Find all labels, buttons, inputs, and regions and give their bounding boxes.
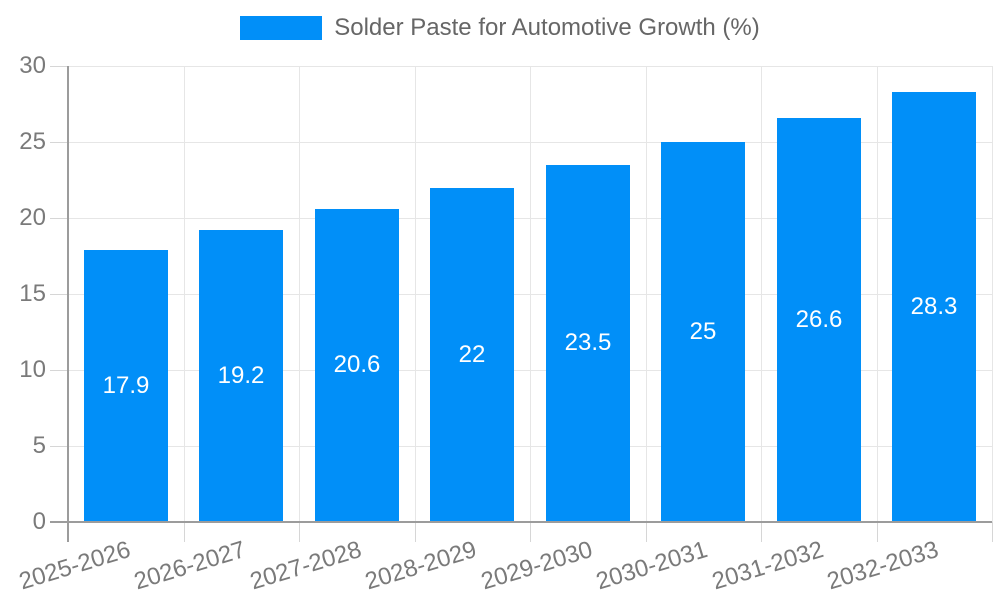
xtick-6 — [761, 522, 762, 542]
x-axis-label-2029-2030: 2029-2030 — [478, 536, 596, 596]
bar-2027-2028 — [315, 209, 399, 522]
gridline-x-7 — [877, 66, 878, 522]
gridline-x-2 — [299, 66, 300, 522]
xtick-8 — [992, 522, 993, 542]
bar-value-2030-2031: 25 — [689, 318, 717, 345]
x-axis-label-2027-2028: 2027-2028 — [247, 536, 365, 596]
gridline-x-1 — [184, 66, 185, 522]
ytick-5 — [50, 446, 68, 447]
bar-2031-2032 — [777, 118, 861, 522]
xtick-4 — [530, 522, 531, 542]
bar-2032-2033 — [892, 92, 976, 522]
y-axis-label-5: 5 — [32, 432, 46, 459]
gridline-x-3 — [415, 66, 416, 522]
bar-2028-2029 — [430, 188, 514, 522]
x-axis-line — [50, 521, 992, 523]
bar-value-2029-2030: 23.5 — [564, 329, 612, 356]
xtick-5 — [646, 522, 647, 542]
bar-value-2028-2029: 22 — [458, 341, 486, 368]
x-axis-label-2025-2026: 2025-2026 — [16, 536, 134, 596]
bar-2030-2031 — [661, 142, 745, 522]
ytick-30 — [50, 66, 68, 67]
y-axis-label-15: 15 — [19, 280, 46, 307]
gridline-x-5 — [646, 66, 647, 522]
bar-2025-2026 — [84, 250, 168, 522]
x-axis-label-2030-2031: 2030-2031 — [593, 536, 711, 596]
bar-2026-2027 — [199, 230, 283, 522]
xtick-7 — [877, 522, 878, 542]
legend[interactable]: Solder Paste for Automotive Growth (%) — [0, 14, 1000, 42]
y-axis-label-25: 25 — [19, 128, 46, 155]
bar-value-2032-2033: 28.3 — [910, 293, 958, 320]
x-axis-label-2031-2032: 2031-2032 — [709, 536, 827, 596]
xtick-3 — [415, 522, 416, 542]
xtick-1 — [184, 522, 185, 542]
x-axis-label-2028-2029: 2028-2029 — [362, 536, 480, 596]
ytick-25 — [50, 142, 68, 143]
x-axis-label-2032-2033: 2032-2033 — [824, 536, 942, 596]
y-axis-label-0: 0 — [32, 508, 46, 535]
legend-swatch-icon — [240, 16, 323, 40]
x-axis-label-2026-2027: 2026-2027 — [131, 536, 249, 596]
bar-2029-2030 — [546, 165, 630, 522]
bar-value-2026-2027: 19.2 — [217, 362, 265, 389]
gridline-x-8 — [992, 66, 993, 522]
ytick-15 — [50, 294, 68, 295]
y-axis-label-10: 10 — [19, 356, 46, 383]
bar-value-2025-2026: 17.9 — [102, 372, 150, 399]
y-axis-label-20: 20 — [19, 204, 46, 231]
ytick-20 — [50, 218, 68, 219]
bar-value-2031-2032: 26.6 — [795, 306, 843, 333]
y-axis-line — [67, 66, 69, 542]
legend-label: Solder Paste for Automotive Growth (%) — [334, 14, 760, 41]
gridline-x-6 — [761, 66, 762, 522]
xtick-2 — [299, 522, 300, 542]
bar-value-2027-2028: 20.6 — [333, 351, 381, 378]
y-axis-label-30: 30 — [19, 52, 46, 79]
ytick-10 — [50, 370, 68, 371]
gridline-x-4 — [530, 66, 531, 522]
